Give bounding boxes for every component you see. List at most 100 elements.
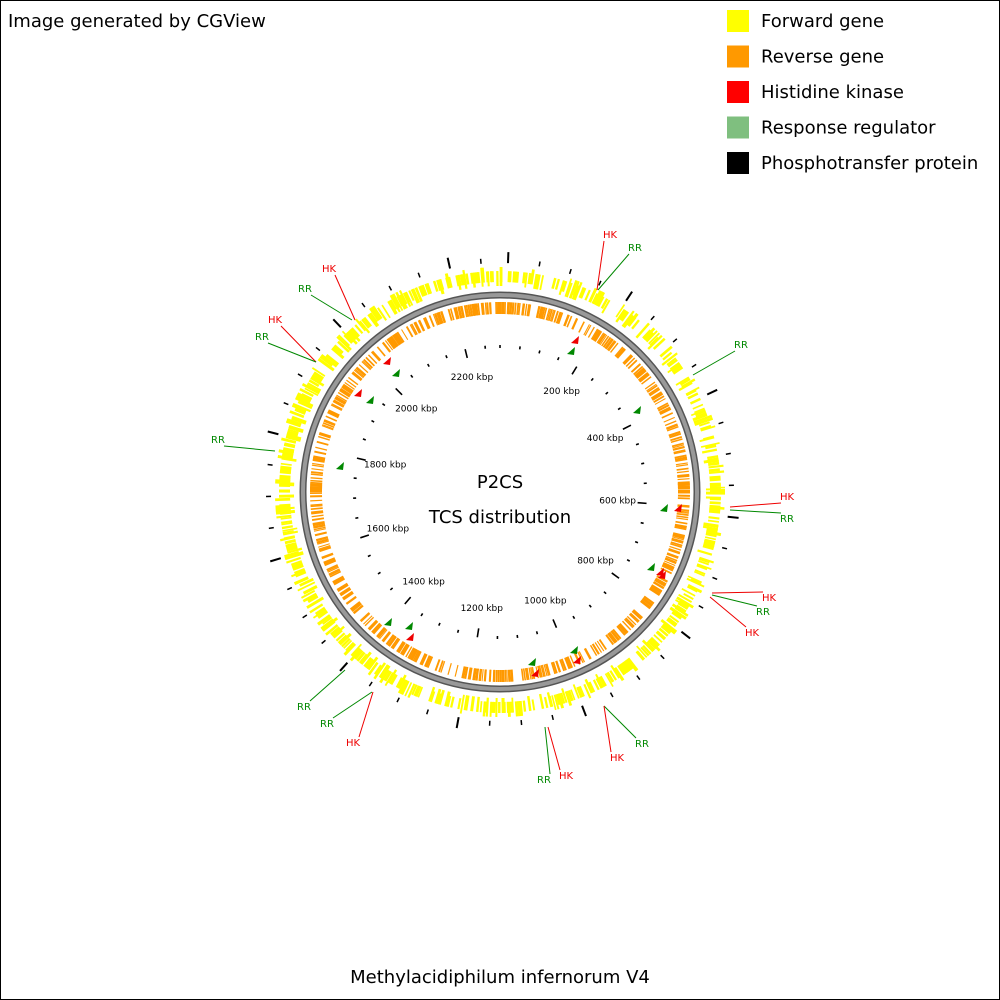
forward-gene — [647, 640, 657, 650]
reverse-gene — [553, 310, 559, 323]
forward-gene — [283, 447, 295, 452]
reverse-gene — [313, 455, 326, 460]
reverse-gene — [440, 660, 446, 673]
forward-gene — [367, 656, 379, 671]
forward-gene — [509, 701, 514, 713]
forward-gene — [306, 593, 318, 602]
reverse-gene — [674, 456, 688, 462]
scale-label: 2200 kbp — [451, 373, 494, 383]
forward-gene — [302, 592, 318, 603]
legend-label: Reverse gene — [761, 47, 884, 68]
reverse-gene — [593, 330, 601, 342]
forward-gene — [708, 516, 720, 520]
major-tick — [464, 349, 469, 359]
forward-gene — [592, 290, 603, 305]
forward-gene — [332, 345, 344, 355]
reverse-gene — [639, 373, 650, 383]
minor-tick — [588, 604, 592, 608]
reverse-gene — [312, 456, 326, 461]
forward-gene — [570, 689, 576, 701]
reverse-gene — [359, 612, 370, 621]
forward-gene — [456, 274, 462, 291]
forward-gene — [617, 665, 625, 676]
forward-gene — [694, 407, 705, 414]
forward-gene — [573, 281, 583, 301]
forward-gene — [652, 337, 666, 350]
forward-gene — [379, 664, 391, 680]
forward-gene — [447, 276, 453, 289]
reverse-gene — [323, 420, 336, 427]
forward-gene — [648, 639, 661, 652]
forward-gene — [705, 530, 722, 537]
outer-tick — [698, 604, 704, 609]
forward-gene — [642, 644, 652, 655]
reverse-gene — [591, 329, 600, 341]
reverse-gene — [607, 340, 617, 352]
forward-gene — [325, 624, 339, 636]
forward-gene — [669, 614, 680, 624]
reverse-gene — [616, 348, 626, 359]
feature-label: RR — [211, 435, 225, 446]
forward-gene — [658, 627, 669, 637]
reverse-gene — [670, 438, 683, 444]
reverse-gene — [508, 302, 511, 315]
reverse-gene — [674, 523, 687, 528]
reverse-gene — [550, 662, 556, 675]
reverse-gene — [318, 545, 331, 550]
reverse-gene — [328, 569, 341, 577]
scale-label: 2000 kbp — [395, 404, 438, 414]
major-tick — [552, 619, 558, 629]
reverse-gene — [315, 536, 329, 542]
outer-tick — [598, 280, 602, 286]
outer-tick — [718, 421, 724, 425]
reverse-gene — [566, 315, 573, 328]
reverse-gene — [390, 637, 399, 649]
reverse-gene — [555, 660, 562, 673]
forward-gene — [282, 529, 294, 534]
forward-gene — [444, 273, 452, 289]
reverse-gene — [353, 369, 364, 379]
forward-gene — [405, 291, 414, 306]
forward-gene — [282, 452, 294, 457]
forward-gene — [708, 468, 720, 472]
reverse-gene — [311, 510, 324, 514]
outer-tick — [339, 662, 349, 672]
forward-gene — [387, 669, 398, 684]
forward-gene — [571, 284, 580, 300]
forward-gene — [564, 690, 573, 707]
reverse-gene — [673, 449, 686, 454]
reverse-gene — [535, 305, 541, 319]
forward-gene — [389, 299, 398, 311]
forward-gene — [677, 602, 688, 610]
forward-gene — [300, 589, 316, 599]
forward-gene — [281, 437, 297, 444]
forward-gene — [367, 314, 378, 328]
reverse-gene — [560, 658, 567, 671]
outer-tick — [388, 285, 393, 291]
reverse-gene — [671, 538, 684, 544]
reverse-gene — [330, 404, 343, 412]
reverse-gene — [393, 333, 403, 345]
forward-gene — [305, 384, 321, 394]
forward-gene — [600, 298, 609, 309]
legend-swatch — [727, 81, 749, 103]
forward-gene — [470, 696, 475, 712]
forward-gene — [649, 336, 659, 346]
reverse-gene — [350, 601, 362, 612]
reverse-gene — [311, 464, 324, 468]
forward-gene — [535, 274, 541, 290]
outer-tick — [368, 681, 373, 687]
forward-gene — [479, 701, 483, 713]
reverse-gene — [384, 340, 394, 351]
minor-tick — [634, 540, 639, 544]
feature-label: RR — [756, 607, 770, 618]
reverse-gene — [484, 302, 487, 315]
forward-gene — [395, 677, 403, 688]
forward-gene — [643, 327, 656, 341]
reverse-gene — [427, 656, 434, 669]
forward-gene — [286, 418, 302, 425]
tcs-marker — [392, 369, 400, 377]
forward-gene — [669, 606, 687, 620]
scale-label: 800 kbp — [577, 557, 614, 567]
outer-tick — [712, 576, 718, 580]
